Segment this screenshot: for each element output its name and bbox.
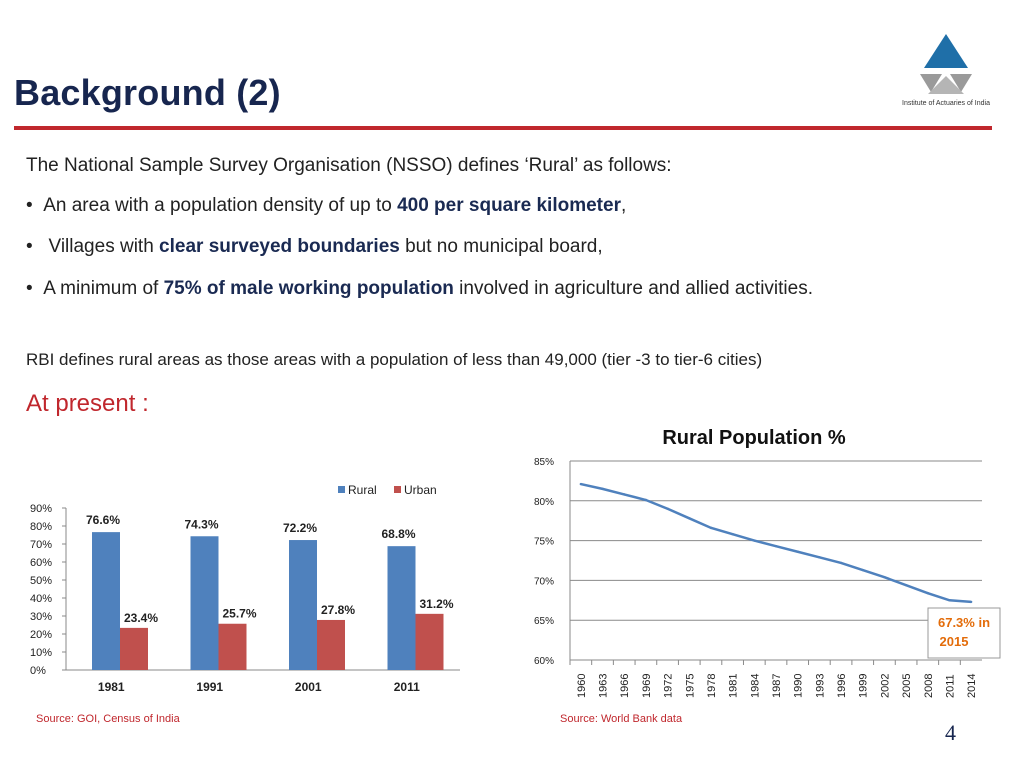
x-tick-label: 1991 xyxy=(196,680,223,694)
page-title: Background (2) xyxy=(14,72,281,113)
data-point xyxy=(623,493,626,496)
annotation-line1: 67.3% in xyxy=(938,615,990,630)
data-point xyxy=(601,487,604,491)
y-tick-label: 30% xyxy=(30,611,52,623)
x-tick-label: 1966 xyxy=(619,674,631,698)
data-point xyxy=(688,517,691,520)
y-tick-label: 60% xyxy=(534,656,554,667)
data-point xyxy=(818,556,821,559)
y-tick-label: 80% xyxy=(534,497,554,508)
x-tick-label: 1960 xyxy=(576,674,588,698)
y-tick-label: 50% xyxy=(30,575,52,587)
page-number: 4 xyxy=(945,720,956,745)
legend-swatch xyxy=(394,486,401,493)
x-tick-label: 2014 xyxy=(966,674,978,698)
y-tick-label: 80% xyxy=(30,521,52,533)
annotation-line2: 2015 xyxy=(940,634,969,649)
bar-urban-2001 xyxy=(317,619,345,670)
data-point xyxy=(666,507,669,510)
x-tick-label: 1963 xyxy=(598,674,610,698)
logo-caption: Institute of Actuaries of India xyxy=(902,100,990,107)
x-tick-label: 1990 xyxy=(793,674,805,698)
legend-swatch xyxy=(338,486,345,493)
y-tick-label: 90% xyxy=(30,503,52,515)
data-label: 27.8% xyxy=(321,603,355,617)
x-tick-label: 2005 xyxy=(901,674,913,698)
data-point xyxy=(904,583,908,587)
source-right: Source: World Bank data xyxy=(560,713,683,725)
y-tick-label: 65% xyxy=(534,616,554,627)
data-point xyxy=(839,561,843,565)
x-tick-label: 1984 xyxy=(749,674,761,698)
x-tick-label: 2011 xyxy=(394,680,420,694)
data-point xyxy=(709,526,713,530)
x-tick-label: 1972 xyxy=(663,674,675,698)
at-present-heading: At present : xyxy=(26,390,149,417)
data-point xyxy=(731,533,734,536)
y-tick-label: 75% xyxy=(534,537,554,548)
data-label: 25.7% xyxy=(223,607,257,621)
bar-rural-2001 xyxy=(289,540,317,670)
data-point xyxy=(969,600,973,604)
bar-urban-1981 xyxy=(120,627,148,670)
line-chart: Rural Population % 60% 65% 70% 75% 80% 85% 1960… xyxy=(534,427,1001,698)
data-label: 74.3% xyxy=(185,517,219,531)
title-divider xyxy=(14,126,992,130)
bar-urban-2011 xyxy=(415,613,444,670)
rbi-definition: RBI defines rural areas as those areas w… xyxy=(26,350,763,369)
y-tick-label: 40% xyxy=(30,593,52,605)
bar-chart: 0% 10% 20% 30% 40% 50% 60% 70% 80% 90% 76.6% 23.4% 1… xyxy=(30,483,460,694)
y-tick-label: 20% xyxy=(30,629,52,641)
bullet-item: • A minimum of 75% of male working popul… xyxy=(26,278,813,299)
x-tick-label: 2008 xyxy=(923,674,935,698)
x-tick-label: 2011 xyxy=(944,674,956,698)
y-tick-label: 70% xyxy=(30,539,52,551)
x-tick-label: 1981 xyxy=(728,674,740,698)
series-line-rural-population xyxy=(580,482,972,604)
bar-rural-1981 xyxy=(92,532,120,670)
x-tick-label: 1999 xyxy=(858,674,870,698)
data-point xyxy=(774,544,778,548)
data-point xyxy=(644,498,648,502)
line-chart-title: Rural Population % xyxy=(662,427,846,449)
y-tick-label: 0% xyxy=(30,665,46,677)
data-label: 72.2% xyxy=(283,521,317,535)
bar-rural-2011 xyxy=(387,546,416,670)
data-label: 76.6% xyxy=(86,513,120,527)
x-tick-label: 1975 xyxy=(684,674,696,698)
data-label: 68.8% xyxy=(382,527,416,541)
legend-label: Rural xyxy=(348,483,377,497)
data-point xyxy=(861,568,864,572)
x-tick-label: 2002 xyxy=(879,674,891,698)
y-tick-label: 10% xyxy=(30,647,52,659)
data-point xyxy=(579,482,583,486)
x-tick-label: 2001 xyxy=(295,680,322,694)
x-tick-label: 1969 xyxy=(641,674,653,698)
source-left: Source: GOI, Census of India xyxy=(36,713,180,725)
bullet-item: • An area with a population density of u… xyxy=(26,195,627,216)
data-point xyxy=(926,591,929,595)
y-tick-label: 60% xyxy=(30,557,52,569)
data-label: 23.4% xyxy=(124,611,158,625)
y-tick-label: 85% xyxy=(534,457,554,468)
annotation-box xyxy=(927,607,1001,659)
x-tick-label: 1987 xyxy=(771,674,783,698)
bar-urban-1991 xyxy=(218,623,247,670)
data-label: 31.2% xyxy=(420,597,454,611)
logo-icon xyxy=(920,34,972,94)
data-point xyxy=(753,539,756,542)
data-point xyxy=(796,550,799,553)
x-tick-label: 1993 xyxy=(814,674,826,698)
data-point xyxy=(883,576,886,579)
x-tick-label: 1981 xyxy=(98,680,125,694)
x-tick-label: 1996 xyxy=(836,674,848,698)
bar-rural-1991 xyxy=(190,536,219,670)
intro-text: The National Sample Survey Organisation … xyxy=(26,155,672,176)
data-point xyxy=(948,599,951,602)
legend-label: Urban xyxy=(404,483,437,497)
y-tick-label: 70% xyxy=(534,576,554,587)
bullet-item: • Villages with clear surveyed boundarie… xyxy=(26,236,603,257)
x-tick-label: 1978 xyxy=(706,674,718,698)
